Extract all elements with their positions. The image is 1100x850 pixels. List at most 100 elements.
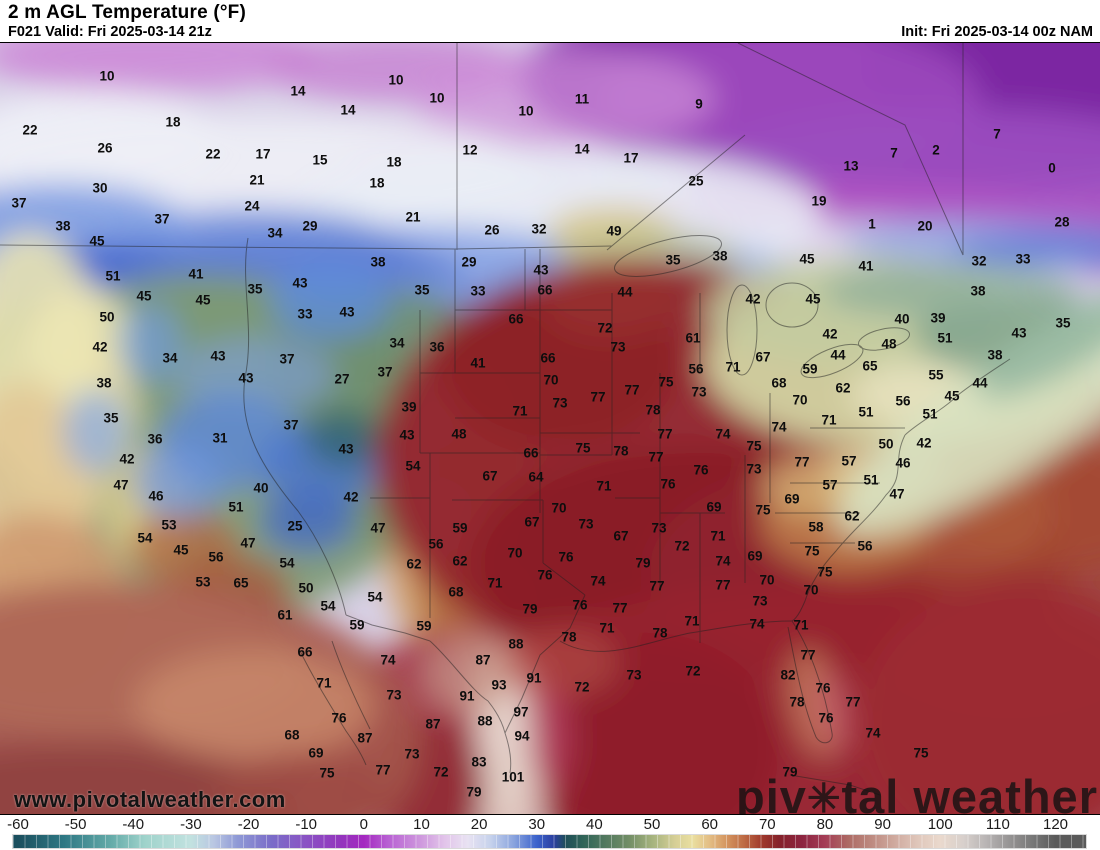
temp-label: 1 — [868, 216, 876, 232]
colorbar-tick: -40 — [122, 816, 145, 833]
temp-label: 68 — [771, 375, 787, 391]
valid-time-label: F021 Valid: Fri 2025-03-14 21z — [8, 24, 212, 40]
temp-label: 34 — [389, 335, 405, 351]
temp-label: 34 — [162, 350, 178, 366]
temperature-map: 10 14 14 22 18 26 22 17 15 21 30 24 37 38 37 29 34 10 10 11… — [0, 42, 1100, 815]
temp-label: 47 — [240, 535, 256, 551]
temp-label: 76 — [572, 597, 588, 613]
temp-label: 77 — [794, 454, 810, 470]
temp-label: 75 — [319, 765, 335, 781]
temperature-field-svg — [0, 43, 1100, 814]
temp-label: 74 — [590, 573, 606, 589]
temp-label: 70 — [507, 545, 523, 561]
temp-label: 70 — [759, 572, 775, 588]
colorbar-tick: 80 — [816, 816, 834, 833]
temp-label: 71 — [793, 617, 809, 633]
temp-label: 22 — [22, 122, 38, 138]
temp-label: 44 — [617, 284, 633, 300]
temp-label: 39 — [401, 399, 417, 415]
colorbar-tick: 60 — [701, 816, 718, 833]
temp-label: 79 — [782, 764, 798, 780]
map-header: 2 m AGL Temperature (°F) F021 Valid: Fri… — [0, 0, 1100, 42]
temp-label: 76 — [537, 567, 553, 583]
colorbar-tick: 110 — [985, 816, 1010, 833]
temp-label: 62 — [406, 556, 422, 572]
temp-label: 9 — [695, 96, 703, 112]
temp-label: 10 — [518, 103, 534, 119]
temp-label: 87 — [357, 730, 373, 746]
temp-label: 78 — [789, 694, 805, 710]
temp-label: 37 — [11, 195, 27, 211]
temp-label: 56 — [208, 549, 224, 565]
temp-label: 43 — [1011, 325, 1027, 341]
temp-label: 88 — [508, 636, 524, 652]
temp-label: 15 — [312, 152, 328, 168]
temp-label: 56 — [857, 538, 873, 554]
temp-label: 75 — [913, 745, 929, 761]
page-title: 2 m AGL Temperature (°F) — [8, 2, 246, 23]
temp-label: 18 — [386, 154, 402, 170]
temp-label: 32 — [531, 221, 547, 237]
temp-label: 78 — [613, 443, 629, 459]
temp-label: 73 — [752, 593, 768, 609]
temp-label: 55 — [928, 367, 944, 383]
temp-label: 50 — [298, 580, 314, 596]
temp-label: 74 — [865, 725, 881, 741]
temp-label: 77 — [845, 694, 861, 710]
temp-label: 91 — [459, 688, 475, 704]
colorbar-tick: 30 — [528, 816, 546, 833]
temp-label: 56 — [688, 361, 704, 377]
temp-label: 54 — [320, 598, 336, 614]
temp-label: 35 — [414, 282, 430, 298]
temp-label: 68 — [284, 727, 300, 743]
temp-label: 45 — [173, 542, 189, 558]
temp-label: 67 — [613, 528, 629, 544]
temp-label: 73 — [386, 687, 402, 703]
temp-label: 10 — [99, 68, 115, 84]
temp-label: 75 — [658, 374, 674, 390]
temp-label: 36 — [429, 339, 445, 355]
temp-label: 77 — [612, 600, 628, 616]
temp-label: 45 — [805, 291, 821, 307]
temp-label: 66 — [523, 445, 539, 461]
temp-label: 43 — [533, 262, 549, 278]
temp-label: 44 — [830, 347, 846, 363]
temp-label: 54 — [137, 530, 153, 546]
temp-label: 27 — [334, 371, 350, 387]
url-watermark: www.pivotalweather.com — [14, 787, 286, 812]
temp-label: 66 — [540, 350, 556, 366]
temp-label: 65 — [862, 358, 878, 374]
temp-label: 67 — [482, 468, 498, 484]
colorbar-tick: 100 — [927, 816, 953, 833]
temp-label: 39 — [930, 310, 946, 326]
temp-label: 77 — [375, 762, 391, 778]
colorbar-tick: 40 — [586, 816, 603, 833]
temp-label: 48 — [451, 426, 467, 442]
colorbar-tick: -10 — [295, 816, 318, 833]
temp-label: 78 — [652, 625, 668, 641]
temp-label: 71 — [512, 403, 528, 419]
temp-label: 77 — [624, 382, 640, 398]
temp-label: 73 — [404, 746, 420, 762]
temp-label: 58 — [808, 519, 824, 535]
temp-label: 54 — [279, 555, 295, 571]
temp-label: 75 — [575, 440, 591, 456]
temp-label: 76 — [693, 462, 709, 478]
colorbar-tick: -50 — [64, 816, 87, 833]
temp-label: 78 — [645, 402, 661, 418]
temp-label: 101 — [501, 769, 525, 785]
temp-label: 75 — [746, 438, 762, 454]
temp-label: 42 — [916, 435, 932, 451]
temp-label: 33 — [470, 283, 486, 299]
temp-label: 74 — [771, 419, 787, 435]
temp-label: 40 — [253, 480, 269, 496]
temp-label: 42 — [92, 339, 108, 355]
temp-label: 74 — [749, 616, 765, 632]
temp-label: 51 — [228, 499, 244, 515]
temp-label: 45 — [195, 292, 211, 308]
temp-label: 35 — [103, 410, 119, 426]
temp-label: 38 — [970, 283, 986, 299]
temp-label: 71 — [821, 412, 837, 428]
temp-label: 73 — [610, 339, 626, 355]
temp-label: 77 — [800, 647, 816, 663]
